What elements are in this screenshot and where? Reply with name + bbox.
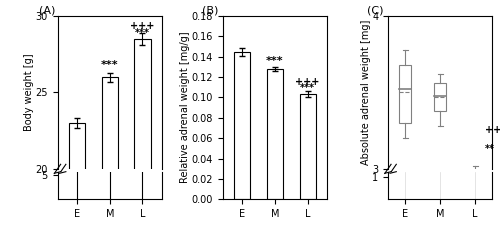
Text: +++: +++ <box>130 21 154 31</box>
Text: (B): (B) <box>202 5 218 15</box>
Bar <box>469 175 481 196</box>
Y-axis label: Body weight [g]: Body weight [g] <box>24 54 34 131</box>
Text: ***: *** <box>266 56 284 66</box>
Bar <box>400 65 411 123</box>
Y-axis label: Absolute adrenal weight [mg]: Absolute adrenal weight [mg] <box>360 20 370 165</box>
Bar <box>434 83 446 111</box>
Text: (C): (C) <box>367 5 384 15</box>
Text: ***: *** <box>135 28 150 38</box>
Bar <box>134 39 150 229</box>
Text: ++: ++ <box>485 125 500 135</box>
Text: +++: +++ <box>296 77 320 87</box>
Text: (A): (A) <box>38 5 55 15</box>
Bar <box>267 69 283 199</box>
Text: **: ** <box>485 144 495 154</box>
Bar <box>300 94 316 199</box>
Bar <box>102 77 118 229</box>
Bar <box>234 52 250 199</box>
Y-axis label: Relative adrenal weight [mg/g]: Relative adrenal weight [mg/g] <box>180 32 190 183</box>
Text: ***: *** <box>101 60 118 70</box>
Text: ***: *** <box>300 83 315 93</box>
Bar <box>69 123 86 229</box>
